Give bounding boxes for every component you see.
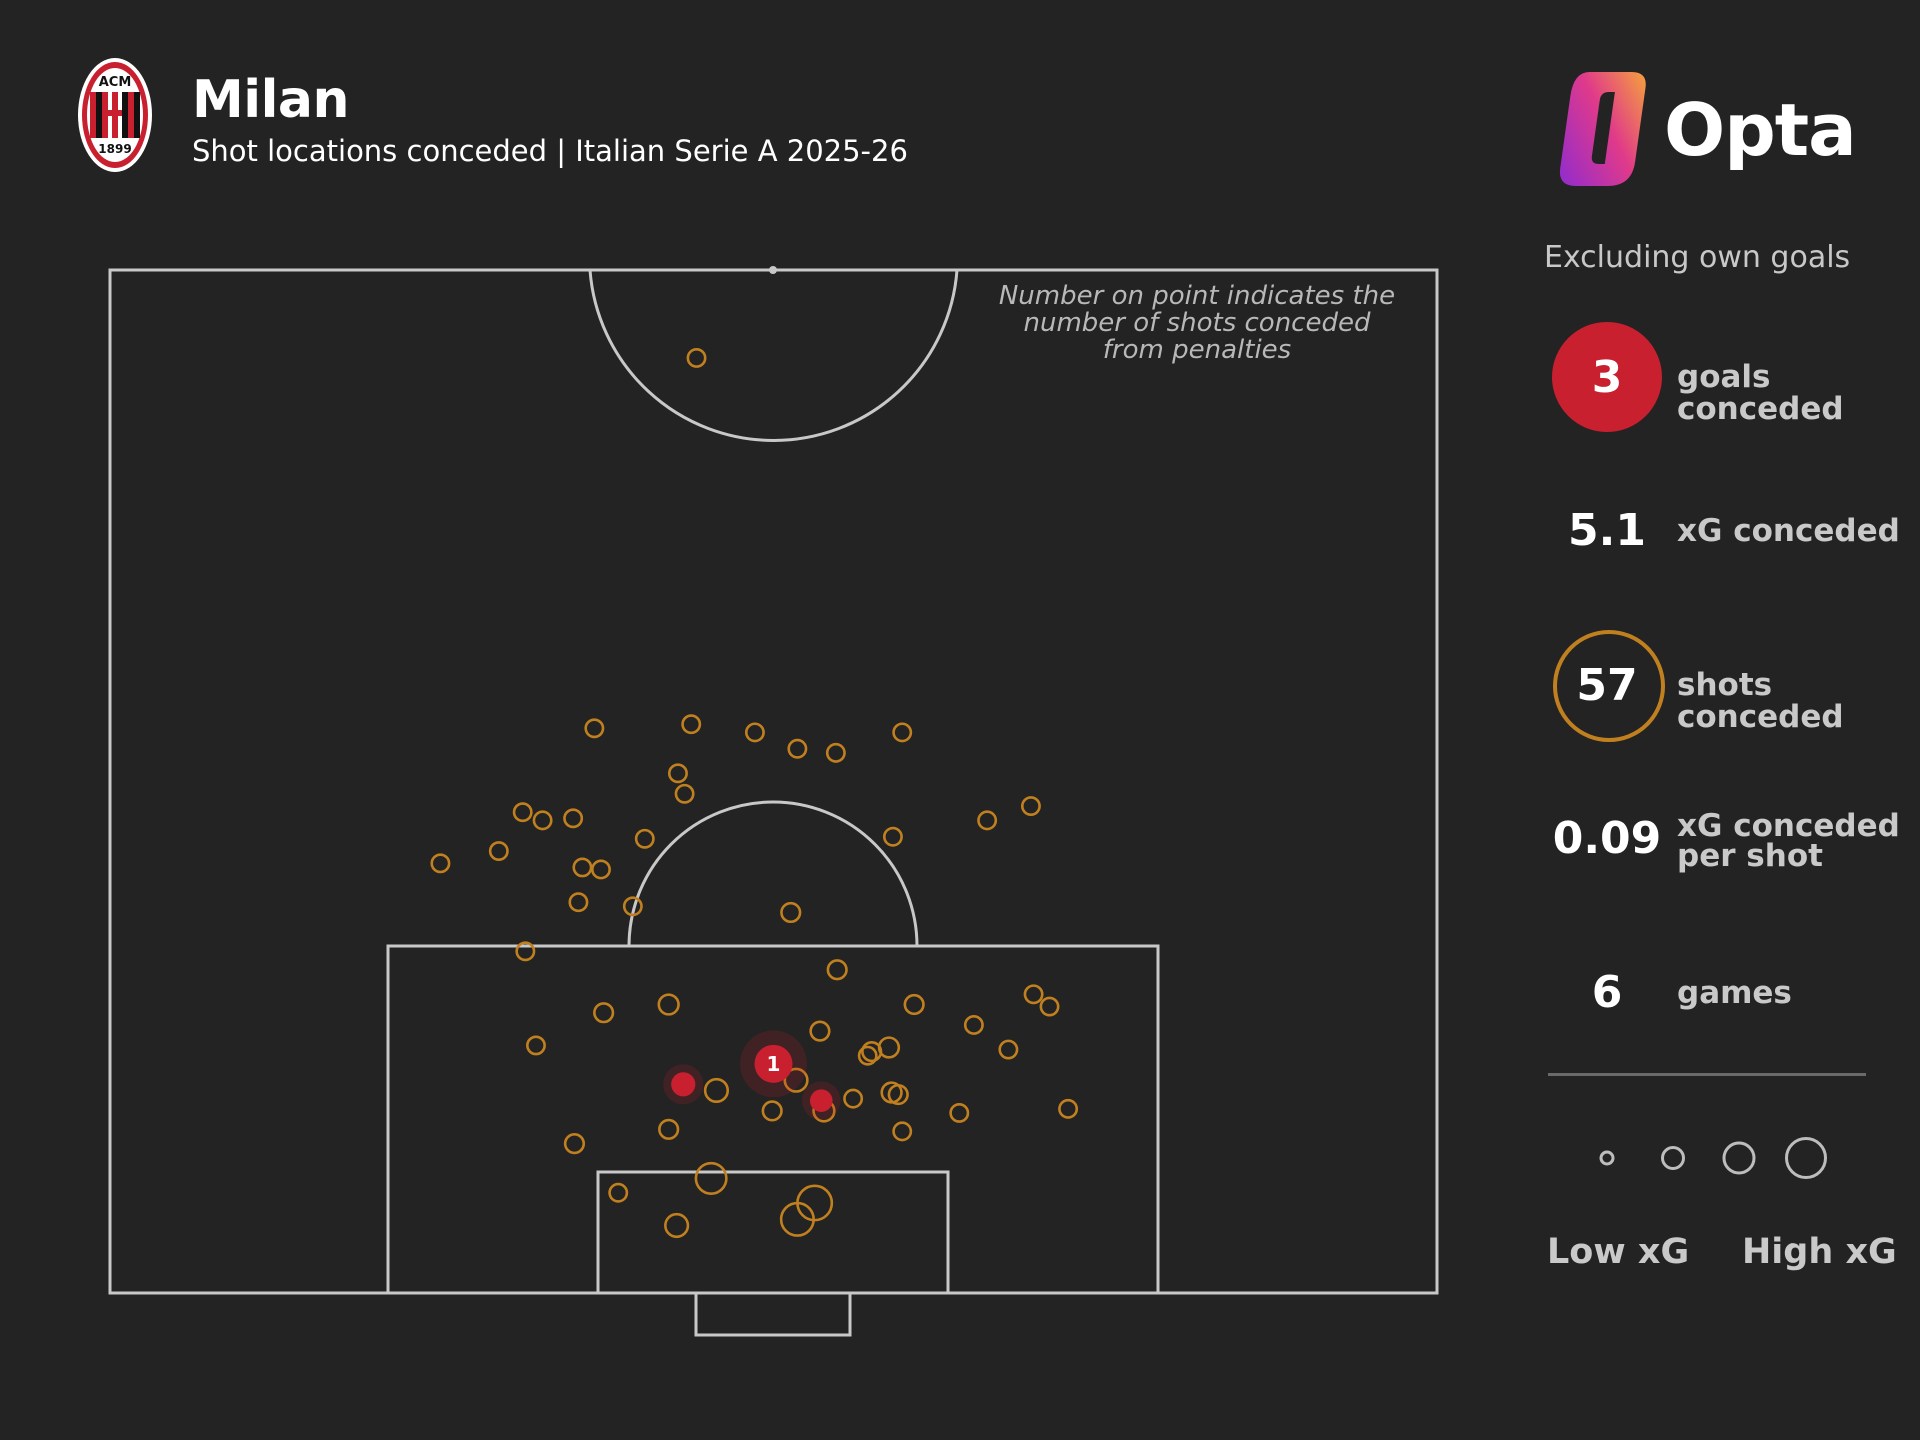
shot-point <box>634 828 655 849</box>
shot-point <box>843 1088 864 1109</box>
shot-point <box>568 892 589 913</box>
penalty-goal-point <box>754 1044 793 1083</box>
shot-point <box>664 1212 690 1239</box>
shot-point <box>825 742 846 763</box>
shot-point <box>532 810 553 831</box>
penalty-note-line-3: from penalties <box>1103 335 1291 365</box>
opta-logo-icon <box>1559 72 1646 186</box>
shot-point <box>572 857 593 878</box>
legend-high-label: High xG <box>1742 1232 1897 1272</box>
xg-size-legend <box>1599 1137 1827 1179</box>
shot-point <box>515 941 536 962</box>
shot-point <box>1023 984 1044 1005</box>
pitch-lines <box>108 268 1439 1337</box>
shots-value: 57 <box>1576 660 1638 711</box>
xg-per-shot-label-2: per shot <box>1677 838 1823 874</box>
legend-low-label: Low xG <box>1547 1232 1690 1272</box>
shot-point <box>593 1002 615 1024</box>
games-value: 6 <box>1591 967 1623 1018</box>
goal-point <box>671 1072 696 1097</box>
shot-point <box>512 802 533 823</box>
shot-point <box>526 1035 546 1056</box>
shot-point <box>779 1201 815 1237</box>
opta-wordmark: Opta <box>1664 88 1857 172</box>
games-label: games <box>1677 975 1792 1011</box>
badge-bottom-text: 1899 <box>98 142 131 156</box>
shot-point <box>703 1077 730 1104</box>
shots-label: shots conceded <box>1677 667 1844 735</box>
shot-point <box>809 1020 831 1042</box>
shot-point <box>892 1121 913 1142</box>
shot-point <box>882 826 903 847</box>
shots-layer: 1 <box>430 348 1079 1239</box>
six-yard-box <box>596 1170 950 1295</box>
shot-point <box>877 1036 901 1059</box>
shot-point <box>563 1133 586 1155</box>
legend-size-circle <box>1661 1146 1685 1170</box>
penalty-arc <box>627 800 919 947</box>
shot-point <box>622 896 643 917</box>
xg-per-shot-value: 0.09 <box>1552 813 1662 864</box>
shot-point <box>667 763 688 784</box>
shot-point <box>892 722 913 743</box>
shot-point <box>686 348 707 368</box>
shot-point <box>657 993 680 1016</box>
page-title: Milan <box>192 70 350 130</box>
shot-point <box>761 1100 783 1122</box>
xg-value: 5.1 <box>1568 505 1646 556</box>
shot-point <box>744 722 765 743</box>
shot-point <box>563 808 584 829</box>
shot-point <box>591 859 611 880</box>
shot-point <box>887 1083 909 1106</box>
goals-label: goals conceded <box>1677 359 1844 427</box>
shot-point <box>826 959 848 981</box>
shot-point <box>903 993 925 1016</box>
stats-divider <box>1548 1073 1866 1076</box>
shot-point <box>488 841 509 862</box>
goal-point <box>809 1089 833 1112</box>
legend-size-circle <box>1785 1137 1827 1179</box>
penalty-count-label: 1 <box>767 1052 781 1076</box>
shot-point <box>608 1182 629 1203</box>
shot-point <box>1039 996 1060 1017</box>
shot-point <box>857 1045 878 1066</box>
shot-point <box>674 783 695 804</box>
shot-point <box>977 810 998 831</box>
shot-point <box>780 901 802 924</box>
shot-point <box>658 1118 680 1140</box>
club-badge-logo: ACM 1899 <box>78 58 152 172</box>
goal <box>694 1291 852 1337</box>
shot-point <box>998 1039 1019 1060</box>
penalty-note-line-2: number of shots conceded <box>1024 308 1371 338</box>
shot-point <box>1058 1098 1079 1119</box>
pitch-outline <box>108 268 1439 1295</box>
shot-point <box>1020 796 1041 817</box>
shot-point <box>783 1067 809 1093</box>
goals-marker-circle <box>1552 322 1662 432</box>
shot-point <box>787 738 808 759</box>
shot-point <box>963 1015 984 1035</box>
xg-per-shot-label-1: xG conceded <box>1677 808 1900 844</box>
xg-label: xG conceded <box>1677 513 1900 549</box>
shot-point <box>949 1102 970 1123</box>
goals-value: 3 <box>1591 352 1623 403</box>
shot-point <box>694 1161 728 1195</box>
center-spot <box>769 266 777 274</box>
center-circle-arc <box>588 269 959 442</box>
shots-marker-circle <box>1553 630 1665 742</box>
page-subtitle: Shot locations conceded | Italian Serie … <box>192 134 908 168</box>
shot-point <box>430 853 451 874</box>
badge-top-text: ACM <box>99 75 132 90</box>
legend-size-circle <box>1599 1150 1615 1166</box>
penalty-note-line-1: Number on point indicates the <box>999 281 1395 311</box>
shot-point <box>681 714 702 735</box>
shot-point <box>584 718 605 739</box>
legend-size-circle <box>1722 1141 1756 1175</box>
excluding-note: Excluding own goals <box>1544 240 1851 275</box>
